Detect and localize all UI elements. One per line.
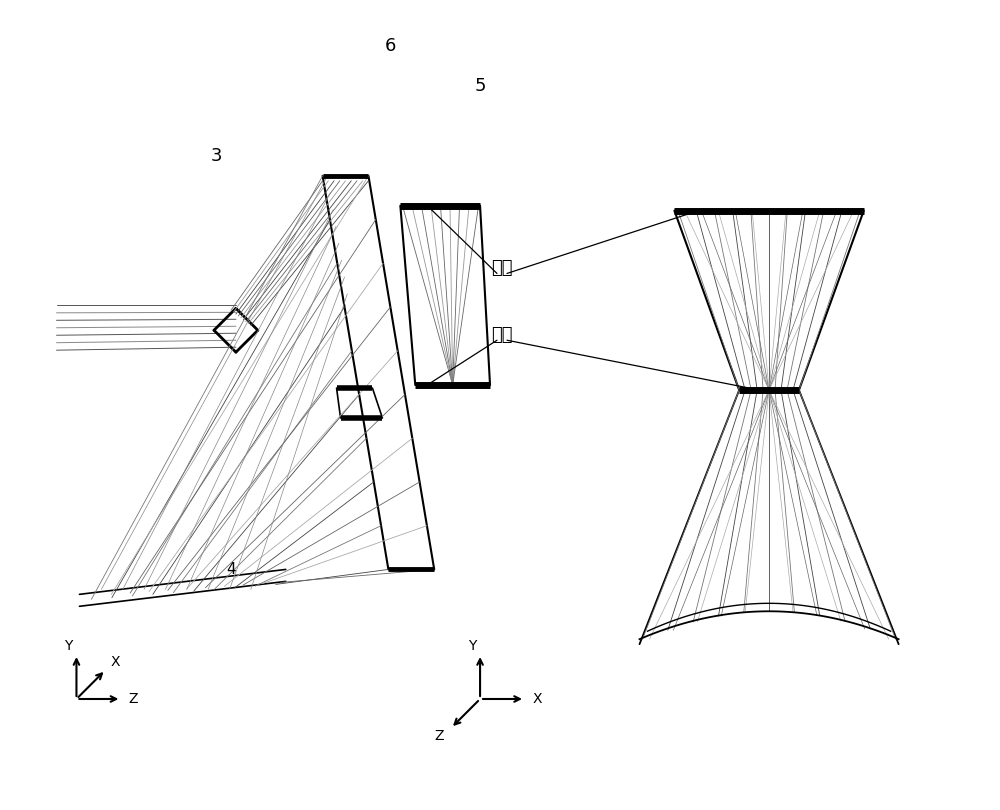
Text: X: X xyxy=(532,692,542,706)
Text: 6: 6 xyxy=(385,37,396,55)
Text: 3: 3 xyxy=(210,147,222,165)
Text: 5: 5 xyxy=(474,77,486,95)
Text: Z: Z xyxy=(129,692,138,706)
Text: Z: Z xyxy=(434,729,444,743)
Text: 出瞳: 出瞳 xyxy=(491,326,513,344)
Text: 4: 4 xyxy=(226,562,236,577)
Text: Y: Y xyxy=(468,639,476,653)
Text: X: X xyxy=(111,654,120,669)
Text: Y: Y xyxy=(64,639,73,653)
Text: 冷屏: 冷屏 xyxy=(491,259,513,278)
